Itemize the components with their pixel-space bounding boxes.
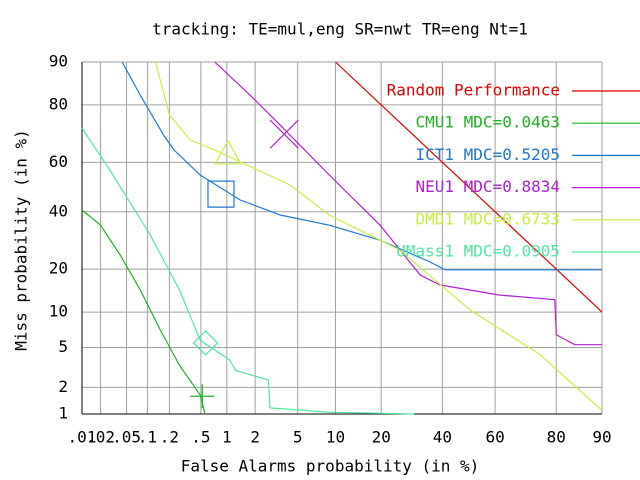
y-tick-label: 5 xyxy=(58,337,68,356)
legend-label: Random Performance xyxy=(387,81,560,100)
x-tick-label: .1 xyxy=(138,428,157,447)
y-tick-label: 2 xyxy=(58,377,68,396)
det-curve xyxy=(335,61,603,313)
x-tick-label: 90 xyxy=(592,428,611,447)
y-tick-label: 60 xyxy=(49,152,68,171)
y-tick-label: 80 xyxy=(49,94,68,113)
x-tick-label: 40 xyxy=(433,428,452,447)
x-tick-label: .02 xyxy=(86,428,115,447)
y-tick-label: 40 xyxy=(49,201,68,220)
x-tick-label: .5 xyxy=(191,428,210,447)
x-tick-label: 1 xyxy=(222,428,232,447)
x-tick-label: .2 xyxy=(160,428,179,447)
mdc-marker xyxy=(269,119,299,149)
x-axis-label: False Alarms probability (in %) xyxy=(181,457,480,476)
x-tick-label: 10 xyxy=(326,428,345,447)
legend-label: ICT1 MDC=0.5205 xyxy=(416,145,561,164)
legend-label: CMU1 MDC=0.0463 xyxy=(416,113,561,132)
legend-label: NEU1 MDC=0.8834 xyxy=(416,177,561,196)
det-curve xyxy=(81,209,206,415)
x-tick-label: 80 xyxy=(547,428,566,447)
mdc-marker xyxy=(207,180,235,208)
y-tick-label: 90 xyxy=(49,52,68,71)
y-tick-label: 20 xyxy=(49,259,68,278)
y-tick-label: 10 xyxy=(49,302,68,321)
x-tick-label: 5 xyxy=(293,428,303,447)
det-curve xyxy=(214,61,602,346)
det-curve xyxy=(121,61,602,271)
y-axis-label: Miss probability (in %) xyxy=(12,129,31,351)
x-tick-label: 60 xyxy=(485,428,504,447)
mdc-marker xyxy=(190,384,215,409)
det-curve xyxy=(81,127,415,415)
mdc-marker xyxy=(213,139,243,165)
x-tick-label: .01 xyxy=(68,428,97,447)
chart-title: tracking: TE=mul,eng SR=nwt TR=eng Nt=1 xyxy=(152,20,528,39)
legend-label: DMD1 MDC=0.6733 xyxy=(416,209,561,228)
det-curve xyxy=(155,61,603,411)
mdc-marker xyxy=(192,330,219,356)
y-tick-label: 1 xyxy=(58,404,68,423)
x-tick-label: .05 xyxy=(112,428,141,447)
x-tick-label: 20 xyxy=(372,428,391,447)
legend-label: UMass1 MDC=0.0905 xyxy=(396,242,560,261)
x-tick-label: 2 xyxy=(250,428,260,447)
